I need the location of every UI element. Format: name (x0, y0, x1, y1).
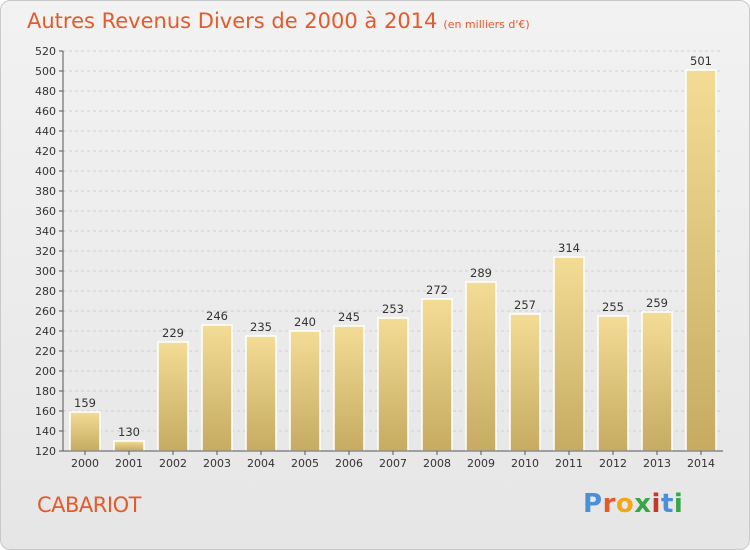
y-tick-label: 340 (35, 225, 56, 238)
x-axis-ticks: 2000 2001 2002 2003 2004 2005 2006 2007 2008 2009… (71, 451, 715, 470)
logo-letter: i (651, 489, 661, 519)
value-label-2006: 245 (338, 310, 360, 324)
y-tick-label: 500 (35, 65, 56, 78)
bar-2003[interactable] (201, 324, 233, 452)
x-tick-label-2011: 2011 (555, 457, 583, 470)
logo-letter: P (583, 489, 603, 519)
logo-letter: t (660, 489, 674, 519)
x-tick-label-2002: 2002 (159, 457, 187, 470)
y-tick-label: 200 (35, 365, 56, 378)
value-label-2008: 272 (426, 283, 448, 297)
x-tick-label-2005: 2005 (291, 457, 319, 470)
bar-2010[interactable] (509, 313, 541, 452)
y-tick-label: 260 (35, 305, 56, 318)
value-label-2000: 159 (74, 396, 96, 410)
chart-title: Autres Revenus Divers de 2000 à 2014 (en … (27, 9, 530, 33)
logo-letter: x (634, 489, 652, 519)
commune-name: CABARIOT (37, 493, 141, 517)
bar-2004[interactable] (245, 335, 277, 452)
value-label-2002: 229 (162, 326, 184, 340)
value-label-2007: 253 (382, 302, 404, 316)
chart-title-unit: (en milliers d'€) (443, 18, 530, 31)
value-label-2010: 257 (514, 298, 536, 312)
x-tick-label-2010: 2010 (511, 457, 539, 470)
x-tick-label-2001: 2001 (115, 457, 143, 470)
value-label-2005: 240 (294, 315, 316, 329)
bar-2005[interactable] (289, 330, 321, 452)
y-tick-label: 280 (35, 285, 56, 298)
bar-2001[interactable] (113, 440, 145, 452)
y-tick-label: 120 (35, 445, 56, 458)
x-tick-label-2007: 2007 (379, 457, 407, 470)
bar-2011[interactable] (553, 256, 585, 452)
y-tick-label: 300 (35, 265, 56, 278)
y-tick-label: 180 (35, 385, 56, 398)
value-label-2013: 259 (646, 296, 668, 310)
value-label-2003: 246 (206, 309, 228, 323)
y-tick-label: 240 (35, 325, 56, 338)
value-label-2012: 255 (602, 300, 624, 314)
y-tick-label: 140 (35, 425, 56, 438)
y-tick-label: 440 (35, 125, 56, 138)
bar-2008[interactable] (421, 298, 453, 452)
x-tick-label-2003: 2003 (203, 457, 231, 470)
logo-letter: r (602, 489, 616, 519)
x-tick-label-2008: 2008 (423, 457, 451, 470)
bar-2014[interactable] (685, 69, 717, 452)
x-tick-label-2004: 2004 (247, 457, 275, 470)
x-tick-label-2000: 2000 (71, 457, 99, 470)
bar-2013[interactable] (641, 311, 673, 452)
y-tick-label: 420 (35, 145, 56, 158)
y-tick-label: 480 (35, 85, 56, 98)
value-label-2001: 130 (118, 425, 140, 439)
y-tick-label: 320 (35, 245, 56, 258)
y-axis-ticks: 120 140 160 180 200 220 240 260 280 300 320 340 360 3… (35, 45, 63, 458)
value-label-2014: 501 (690, 54, 712, 68)
y-tick-label: 360 (35, 205, 56, 218)
bar-2009[interactable] (465, 281, 497, 452)
bar-2000[interactable] (69, 411, 101, 452)
chart-title-text: Autres Revenus Divers de 2000 à 2014 (27, 9, 438, 33)
bar-2012[interactable] (597, 315, 629, 452)
logo-letter: i (673, 489, 684, 519)
value-label-2004: 235 (250, 320, 272, 334)
bar-2006[interactable] (333, 325, 365, 452)
bars (69, 69, 717, 452)
y-tick-label: 400 (35, 165, 56, 178)
y-tick-label: 380 (35, 185, 56, 198)
value-label-2011: 314 (558, 241, 580, 255)
value-labels: 159 130 229 246 235 240 245 253 272 289 257 314 255 2… (74, 54, 712, 439)
y-tick-label: 460 (35, 105, 56, 118)
bar-2007[interactable] (377, 317, 409, 452)
x-tick-label-2014: 2014 (687, 457, 715, 470)
logo-letter: o (615, 489, 635, 519)
bar-2002[interactable] (157, 341, 189, 452)
x-tick-label-2006: 2006 (335, 457, 363, 470)
y-tick-label: 220 (35, 345, 56, 358)
x-tick-label-2012: 2012 (599, 457, 627, 470)
y-tick-label: 160 (35, 405, 56, 418)
proxiti-logo[interactable]: Proxiti (583, 489, 683, 519)
y-tick-label: 520 (35, 45, 56, 58)
x-tick-label-2009: 2009 (467, 457, 495, 470)
value-label-2009: 289 (470, 266, 492, 280)
x-tick-label-2013: 2013 (643, 457, 671, 470)
